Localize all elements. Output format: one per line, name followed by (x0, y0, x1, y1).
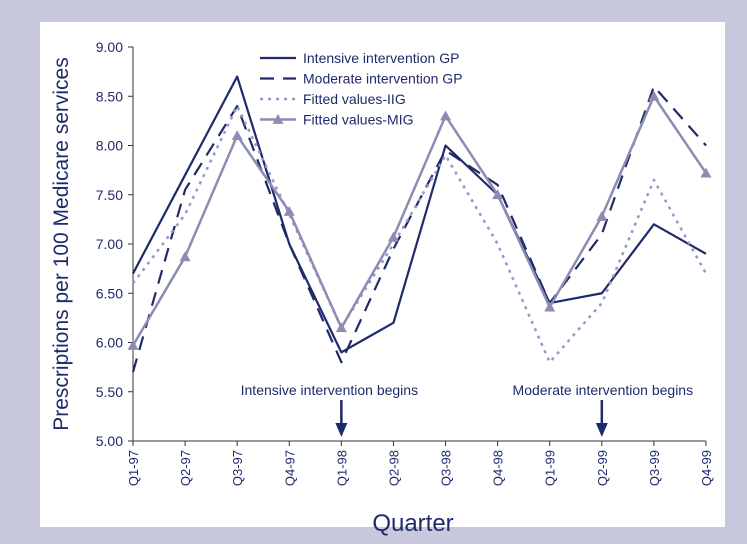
series-layer (127, 75, 712, 373)
annotation-label: Moderate intervention begins (513, 382, 694, 398)
legend-label: Fitted values-MIG (303, 112, 413, 128)
annotation-arrow-head (595, 423, 608, 437)
x-tick-label: Q1-97 (126, 450, 141, 486)
annotations: Intensive intervention begins Moderate in… (241, 382, 693, 437)
data-point-marker (127, 339, 139, 350)
y-tick-label: 8.50 (96, 88, 123, 104)
y-tick-label: 7.50 (96, 187, 123, 203)
x-tick-label: Q1-98 (334, 450, 349, 486)
data-point-marker (596, 210, 608, 221)
legend-marker (272, 114, 284, 124)
x-tick-label: Q3-97 (230, 450, 245, 486)
annotation-label: Intensive intervention begins (241, 382, 418, 398)
data-point-marker (179, 251, 191, 262)
x-axis-label: Quarter (372, 510, 453, 537)
data-point-marker (700, 167, 712, 178)
data-point-marker (283, 205, 295, 216)
y-axis-label: Prescriptions per 100 Medicare services (50, 57, 73, 431)
data-point-marker (648, 90, 660, 101)
legend-label: Intensive intervention GP (303, 50, 459, 66)
x-tick-label: Q4-97 (282, 450, 297, 486)
series-line-3 (132, 104, 708, 364)
x-axis-ticks: Q1-97 Q2-97 Q3-97 Q4-97 Q1-98 Q2-98 Q3-98 Q4-98… (126, 441, 714, 486)
data-point-marker (440, 110, 452, 121)
x-tick-label: Q2-99 (595, 450, 610, 486)
y-axis-ticks: 5.00 5.50 6.00 6.50 7.00 7.50 8.00 8.50 9.00 (96, 39, 133, 449)
x-tick-label: Q3-99 (647, 450, 662, 486)
chart-panel (40, 22, 725, 527)
data-point-marker (335, 322, 347, 333)
data-point-marker (544, 301, 556, 312)
data-point-marker (387, 231, 399, 242)
x-tick-label: Q2-97 (178, 450, 193, 486)
y-tick-label: 7.00 (96, 236, 123, 252)
legend: Intensive intervention GP Moderate interv… (260, 50, 463, 128)
data-point-marker (231, 130, 243, 141)
y-tick-label: 5.00 (96, 433, 123, 449)
x-tick-label: Q3-98 (439, 450, 454, 486)
legend-label: Fitted values-IIG (303, 91, 406, 107)
data-point-marker (492, 189, 504, 200)
x-tick-label: Q4-98 (491, 450, 506, 486)
x-tick-label: Q4-99 (699, 450, 714, 486)
annotation-arrow-head (335, 423, 348, 437)
y-tick-label: 8.00 (96, 138, 123, 154)
x-tick-label: Q2-98 (386, 450, 401, 486)
legend-label: Moderate intervention GP (303, 71, 463, 87)
y-tick-label: 6.00 (96, 335, 123, 351)
x-tick-label: Q1-99 (543, 450, 558, 486)
y-tick-label: 5.50 (96, 384, 123, 400)
y-tick-label: 9.00 (96, 39, 123, 55)
series-line-4 (131, 95, 708, 347)
y-tick-label: 6.50 (96, 285, 123, 301)
